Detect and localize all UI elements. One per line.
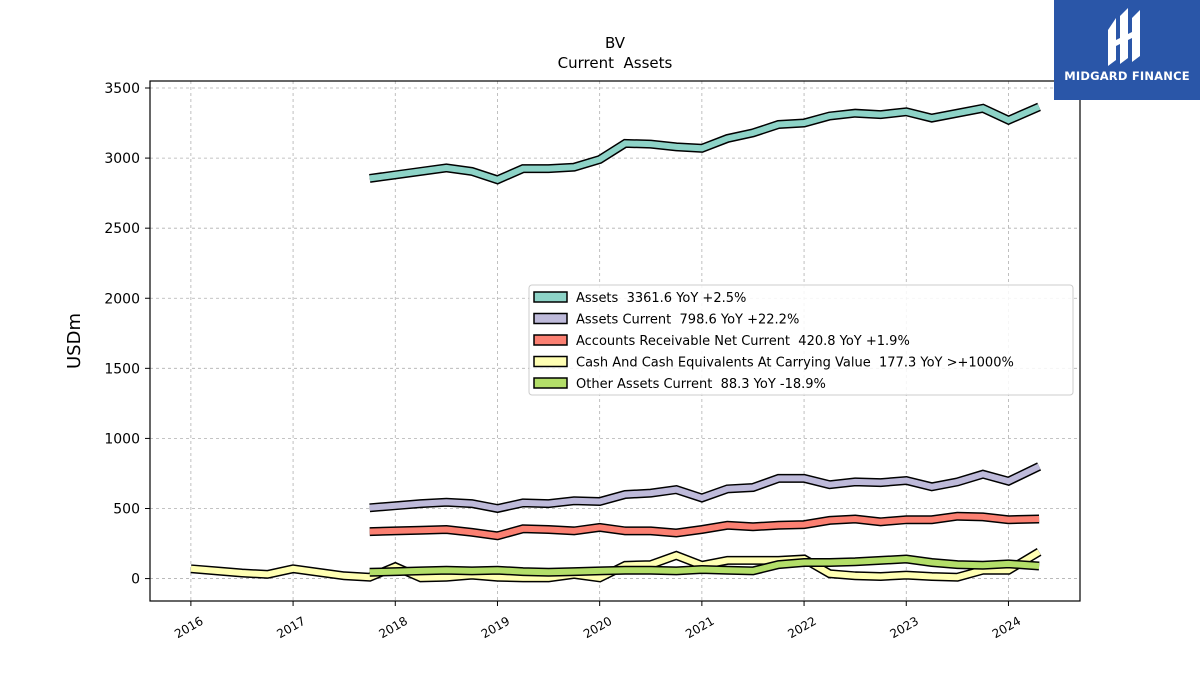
x-tick-label: 2020	[581, 614, 614, 641]
series-lines	[190, 102, 1042, 583]
legend-swatch	[533, 291, 568, 303]
y-tick-label: 500	[113, 501, 140, 517]
legend-swatch	[533, 355, 568, 368]
legend-entry: Assets Current 798.6 YoY +22.2%	[576, 313, 799, 328]
midgard-logo-icon	[1108, 8, 1140, 66]
y-tick-label: 1000	[104, 431, 140, 447]
plot-frame	[149, 80, 1081, 602]
y-tick-label: 1500	[104, 361, 140, 377]
chart-subtitle: Current Assets	[558, 54, 673, 72]
series-line-assets	[369, 104, 1041, 184]
legend-entry: Cash And Cash Equivalents At Carrying Va…	[576, 356, 1014, 371]
legend-box	[528, 284, 1074, 396]
x-tick-label: 2022	[785, 614, 818, 641]
x-tick-label: 2024	[990, 614, 1023, 641]
y-tick-label: 2500	[104, 221, 140, 237]
legend-swatch	[533, 334, 568, 346]
x-tick-label: 2016	[172, 614, 205, 641]
legend-entry: Accounts Receivable Net Current 420.8 Yo…	[576, 334, 910, 349]
series-line-other-assets-current	[369, 555, 1040, 576]
legend-entry: Other Assets Current 88.3 YoY -18.9%	[576, 377, 826, 392]
x-tick-label: 2021	[683, 614, 716, 641]
legend-swatch	[533, 377, 568, 389]
x-tick-label: 2017	[274, 614, 307, 641]
x-tick-label: 2019	[479, 614, 512, 641]
y-tick-label: 0	[131, 572, 140, 588]
legend: Assets 3361.6 YoY +2.5% Assets Current 79…	[528, 284, 1074, 396]
legend-entry: Assets 3361.6 YoY +2.5%	[576, 291, 746, 306]
chart-title: BV	[605, 34, 626, 52]
x-tick-label: 2018	[377, 614, 410, 641]
x-tick-label: 2023	[888, 614, 921, 641]
series-line-accounts-receivable-net-current	[369, 513, 1040, 539]
brand-name: MIDGARD FINANCE	[1064, 69, 1190, 83]
brand-logo: MIDGARD FINANCE	[1054, 0, 1200, 100]
series-line-assets-current	[369, 463, 1041, 512]
y-tick-label: 3500	[104, 81, 140, 97]
y-axis-label: USDm	[64, 313, 85, 369]
y-tick-label: 3000	[104, 151, 140, 167]
legend-swatch	[533, 312, 568, 325]
y-tick-label: 2000	[104, 291, 140, 307]
